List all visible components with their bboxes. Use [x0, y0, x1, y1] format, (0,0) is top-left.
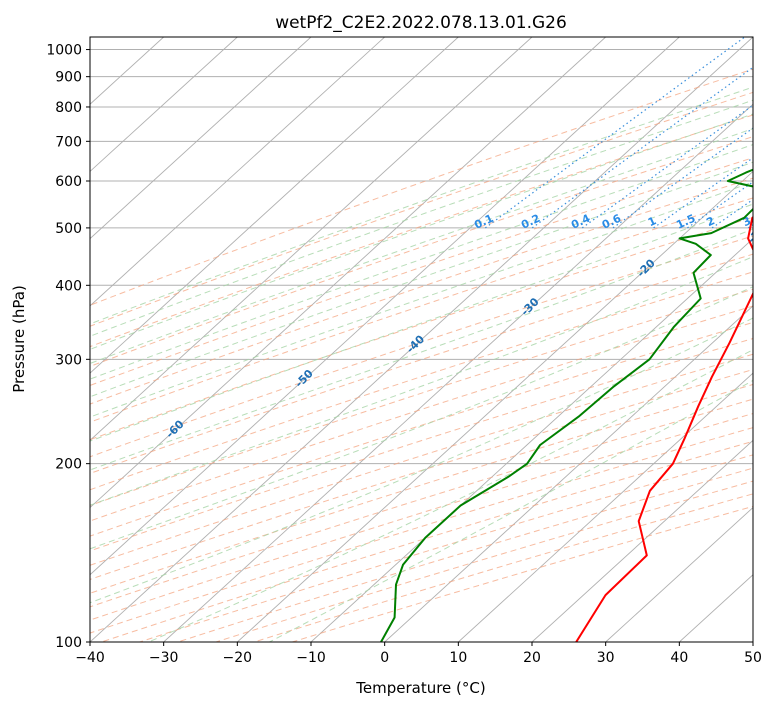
moist-adiabat-line: [90, 317, 753, 604]
dry-adiabat-line: [90, 271, 753, 491]
dry-adiabat-line: [90, 136, 753, 367]
x-tick-label: −20: [223, 650, 253, 666]
plot-frame: [89, 36, 754, 643]
dry-adiabat-line: [90, 253, 753, 475]
moist-adiabat-line: [90, 228, 753, 471]
isotherm-line: [90, 37, 459, 374]
profile-series: [380, 168, 753, 642]
mixing-ratio-line: [484, 37, 746, 229]
x-tick-label: 0: [380, 650, 389, 666]
dry-adiabat-line: [90, 197, 753, 423]
moist-adiabat-line: [90, 113, 753, 350]
dry-adiabat-line: [90, 353, 753, 566]
x-tick-label: 50: [744, 650, 762, 666]
isotherm-line: [605, 506, 753, 642]
x-axis-ticks: −40 −30 −20 −10 0 10 20 30 40 50: [75, 642, 762, 666]
isotherm-line: [90, 37, 606, 509]
isotherm-line: [163, 103, 753, 642]
dry-adiabat-line: [254, 493, 753, 642]
y-axis-label: Pressure (hPa): [10, 285, 28, 393]
moist-adiabat-line: [90, 181, 753, 418]
x-axis-label: Temperature (°C): [355, 679, 485, 697]
x-tick-label: −10: [296, 650, 326, 666]
dry-adiabat-line: [90, 157, 753, 386]
dry-adiabat-lines: [90, 68, 753, 642]
x-tick-label: 10: [449, 650, 467, 666]
y-tick-label: 800: [55, 100, 82, 116]
moist-adiabat-line: [90, 203, 753, 442]
y-tick-label: 400: [55, 278, 82, 294]
isotherm-line: [458, 372, 753, 642]
dry-adiabat-line: [90, 427, 753, 634]
isotherm-line: [384, 305, 753, 642]
y-tick-label: 1000: [46, 43, 82, 59]
dry-adiabat-line: [90, 216, 753, 441]
y-tick-label: 900: [55, 70, 82, 86]
y-tick-label: 500: [55, 221, 82, 237]
y-tick-label: 200: [55, 457, 82, 473]
y-tick-label: 100: [55, 635, 82, 651]
x-tick-label: −40: [75, 650, 105, 666]
moist-adiabat-line: [90, 286, 753, 550]
isotherm-line: [237, 170, 753, 642]
dry-adiabat-line: [90, 114, 753, 348]
dry-adiabat-line: [215, 480, 753, 642]
mixing-ratio-line: [531, 66, 753, 229]
dry-adiabat-line: [90, 398, 753, 608]
dry-adiabat-line: [90, 235, 753, 458]
isotherm-line: [90, 37, 533, 441]
moist-adiabat-lines: [90, 86, 753, 642]
dry-adiabat-line: [90, 177, 753, 405]
moist-adiabat-line: [148, 349, 753, 642]
y-tick-label: 600: [55, 174, 82, 190]
dewpoint-profile-line: [380, 168, 753, 642]
isotherm-line: [90, 37, 238, 173]
dry-adiabat-line: [292, 505, 753, 642]
dry-adiabat-line: [90, 413, 753, 621]
y-tick-label: 700: [55, 134, 82, 150]
x-tick-label: 40: [670, 650, 688, 666]
dry-adiabat-line: [90, 288, 753, 507]
chart-title: wetPf2_C2E2.2022.078.13.01.G26: [275, 13, 567, 33]
isotherm-line: [90, 37, 312, 240]
x-tick-label: 30: [597, 650, 615, 666]
x-tick-label: −30: [149, 650, 179, 666]
isotherm-line: [90, 37, 385, 307]
dry-adiabat-line: [90, 383, 753, 594]
dry-adiabat-line: [90, 337, 753, 552]
temperature-profile-line: [575, 216, 753, 642]
y-tick-label: 300: [55, 352, 82, 368]
dry-adiabat-line: [90, 369, 753, 580]
plot-area: 0.10.20.40.611.52346810131620253036-100-…: [90, 37, 753, 642]
moist-adiabat-line: [269, 379, 753, 642]
y-axis-ticks: 1000 900 800 700 600 500 400 300 200 100: [46, 43, 90, 651]
moist-adiabat-line: [90, 161, 753, 398]
mixing-ratio-lines: [484, 37, 753, 229]
isotherm-line: [90, 37, 680, 576]
x-tick-label: 20: [523, 650, 541, 666]
